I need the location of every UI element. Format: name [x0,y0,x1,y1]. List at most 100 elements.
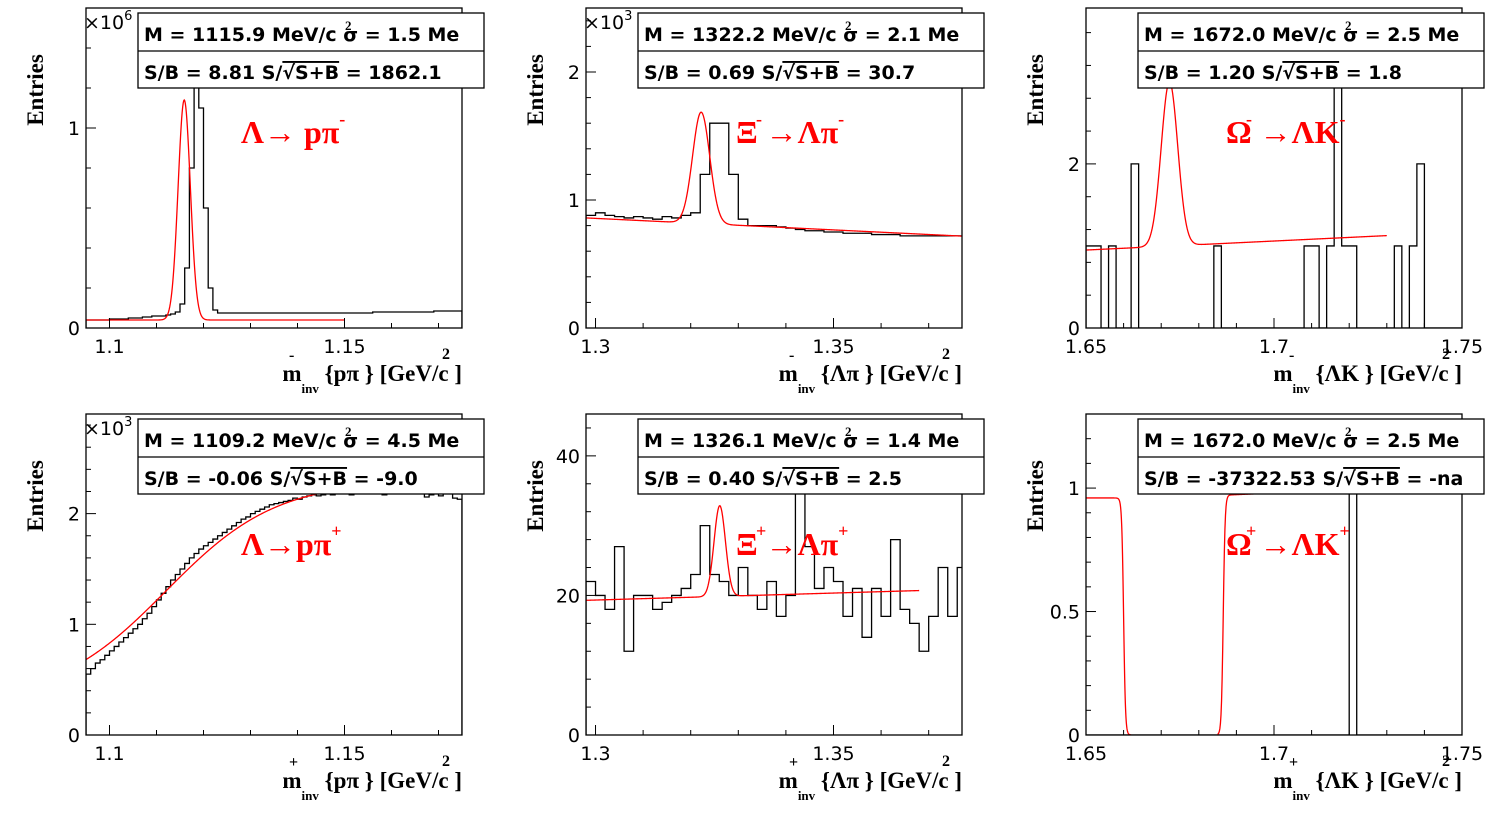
decay-label: Ξ →Λπ+ [736,521,848,562]
fit-curve-xi [586,111,962,237]
x-axis-title-particle-charge: - [1289,347,1294,364]
y-tick-label: 20 [556,585,580,607]
x-tick-label: 1.3 [580,336,610,358]
x-axis-title-units-exponent: 2 [442,346,450,363]
x-axis-title-particle-charge: + [789,754,798,771]
x-tick-label: 1.7 [1259,336,1289,358]
plot-frame [585,413,963,736]
stats-units-exponent: 2 [345,424,352,439]
decay-label: Λ→ pπ- [241,109,345,150]
stats-significance: S/B = -37322.53 S/√S+B = -na [1144,468,1463,490]
y-tick-label: 0 [1068,725,1080,747]
x-axis-title-particle-charge: + [1289,754,1298,771]
plot-frame [85,413,463,736]
x-axis-title-units-exponent: 2 [1442,346,1450,363]
y-tick-label: 40 [556,446,580,468]
x-axis-title: minv {pπ } [GeV/c ] [282,768,462,803]
y-tick-label: 0 [1068,318,1080,340]
fit-line [586,111,962,237]
y-tick-label: 2 [568,62,580,84]
y-tick-label: 1 [68,614,80,636]
panel-antilambda: 1.1 1.15 0 1 2 ×103 Entries minv {pπ } [GeV/c ]… [23,413,485,803]
y-tick-label: 0 [568,318,580,340]
stats-mass-sigma: M = 1672.0 MeV/c σ = 2.5 Me [1144,24,1459,46]
stats-mass-sigma: M = 1115.9 MeV/c σ = 1.5 Me [144,24,459,46]
y-axis-title: Entries [23,460,48,532]
histogram-xi [586,122,962,328]
x-tick-label: 1.3 [580,743,610,765]
fit-curve-antixi [586,504,920,601]
y-axis-title: Entries [1023,460,1048,532]
histogram-antixi [586,490,962,735]
fit-line [86,98,345,321]
x-axis-title: minv {ΛK } [GeV/c ] [1273,768,1462,803]
decay-label: Ξ →Λπ- [736,109,844,150]
x-axis-title-units-exponent: 2 [942,753,950,770]
x-axis-title: minv {ΛK } [GeV/c ] [1273,361,1462,396]
stats-significance: S/B = 0.40 S/√S+B = 2.5 [644,468,902,490]
y-tick-label: 2 [1068,154,1080,176]
x-axis-title-units-exponent: 2 [442,753,450,770]
histogram-omega [1086,81,1462,328]
y-multiplier: ×106 [84,9,132,34]
x-tick-label: 1.65 [1065,743,1107,765]
decay-label-parent-charge: + [756,521,766,541]
x-axis-title: minv {Λπ } [GeV/c ] [779,361,962,396]
stats-significance: S/B = -0.06 S/√S+B = -9.0 [144,468,418,490]
fit-segment [1086,497,1132,735]
x-tick-label: 1.75 [1441,743,1483,765]
y-tick-label: 0 [568,725,580,747]
fit-curve-antilambda [86,488,345,661]
stats-mass-sigma: M = 1672.0 MeV/c σ = 2.5 Me [1144,430,1459,452]
x-axis-title-units-exponent: 2 [942,346,950,363]
y-axis-title: Entries [1023,54,1048,126]
x-axis-title: minv {Λπ } [GeV/c ] [779,768,962,803]
decay-label-parent-charge: - [1246,109,1252,129]
decay-label-parent-charge: - [756,109,762,129]
x-tick-label: 1.35 [812,743,854,765]
stats-mass-sigma: M = 1326.1 MeV/c σ = 1.4 Me [644,430,959,452]
decay-label: Ω →ΛK+ [1226,521,1350,562]
stats-units-exponent: 2 [1345,18,1352,33]
decay-label: Ω →ΛK- [1226,109,1345,150]
fit-curve-omega [1086,81,1387,251]
x-tick-label: 1.35 [812,336,854,358]
x-tick-label: 1.1 [94,743,124,765]
x-axis-title-particle-charge: - [789,347,794,364]
stats-significance: S/B = 0.69 S/√S+B = 30.7 [644,62,915,84]
y-tick-label: 1 [568,190,580,212]
fit-curve-lambda [86,98,345,321]
y-multiplier: ×103 [84,415,132,440]
stats-units-exponent: 2 [345,18,352,33]
decay-label: Λ→pπ+ [241,521,342,562]
y-tick-label: 0 [68,725,80,747]
y-tick-label: 0 [68,318,80,340]
x-tick-label: 1.15 [323,336,365,358]
y-tick-label: 1 [68,118,80,140]
panel-xi: 1.3 1.35 0 1 2 ×103 Entries minv {Λπ } [GeV/c ]… [523,7,985,396]
x-axis-title-units-exponent: 2 [1442,753,1450,770]
y-axis-title: Entries [523,460,548,532]
y-tick-label: 0.5 [1050,602,1080,624]
x-tick-label: 1.7 [1259,743,1289,765]
fit-line [86,488,345,661]
x-tick-label: 1.65 [1065,336,1107,358]
stats-units-exponent: 2 [845,424,852,439]
panel-antiomega: 1.65 1.7 1.75 0 0.5 1 Entries minv {ΛK } [GeV/c… [1023,413,1485,803]
y-multiplier: ×103 [584,9,632,34]
y-tick-label: 1 [1068,478,1080,500]
y-axis-title: Entries [23,54,48,126]
stats-significance: S/B = 8.81 S/√S+B = 1862.1 [144,62,442,84]
fit-line [1086,81,1387,251]
fit-line [586,504,920,601]
stats-units-exponent: 2 [845,18,852,33]
x-tick-label: 1.75 [1441,336,1483,358]
stats-significance: S/B = 1.20 S/√S+B = 1.8 [1144,62,1402,84]
decay-label-parent-charge: + [1246,521,1256,541]
plot-frame [585,7,963,329]
y-axis-title: Entries [523,54,548,126]
x-axis-title-particle-charge: - [289,347,294,364]
x-tick-label: 1.1 [94,336,124,358]
